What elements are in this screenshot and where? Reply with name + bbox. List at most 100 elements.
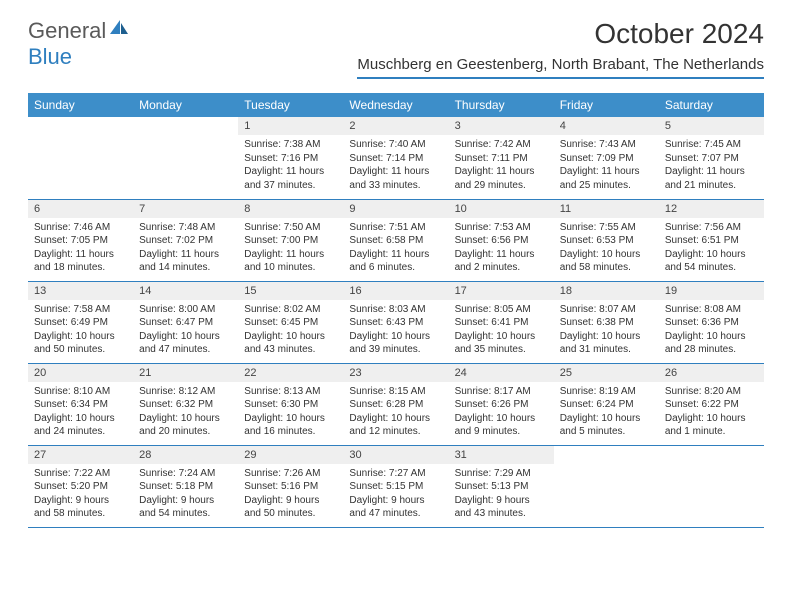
calendar-day-cell: .. [554,445,659,527]
day-info: Sunrise: 7:45 AMSunset: 7:07 PMDaylight:… [659,135,764,196]
day-info: Sunrise: 7:43 AMSunset: 7:09 PMDaylight:… [554,135,659,196]
day-number: 27 [28,446,133,464]
day-info: Sunrise: 7:55 AMSunset: 6:53 PMDaylight:… [554,218,659,279]
sunset-text: Sunset: 6:34 PM [34,398,127,412]
sunset-text: Sunset: 5:15 PM [349,480,442,494]
daylight-text: Daylight: 11 hours and 6 minutes. [349,248,442,275]
calendar-day-cell: 13Sunrise: 7:58 AMSunset: 6:49 PMDayligh… [28,281,133,363]
day-number: 10 [449,200,554,218]
daylight-text: Daylight: 10 hours and 16 minutes. [244,412,337,439]
calendar-day-cell: 18Sunrise: 8:07 AMSunset: 6:38 PMDayligh… [554,281,659,363]
day-number: 14 [133,282,238,300]
calendar-day-cell: 22 Sunrise: 8:13 AMSunset: 6:30 PMDayligh… [238,363,343,445]
sunset-text: Sunset: 6:26 PM [455,398,548,412]
sunrise-text: Sunrise: 7:45 AM [665,138,758,152]
daylight-text: Daylight: 10 hours and 54 minutes. [665,248,758,275]
brand-logo: General [28,18,130,44]
calendar-day-cell: 1Sunrise: 7:38 AMSunset: 7:16 PMDaylight… [238,117,343,199]
day-info: Sunrise: 7:24 AMSunset: 5:18 PMDaylight:… [133,464,238,525]
day-number: 8 [238,200,343,218]
sunset-text: Sunset: 6:32 PM [139,398,232,412]
sunrise-text: Sunrise: 7:56 AM [665,221,758,235]
sunset-text: Sunset: 6:47 PM [139,316,232,330]
day-number: 6 [28,200,133,218]
day-number: 7 [133,200,238,218]
daylight-text: Daylight: 11 hours and 21 minutes. [665,165,758,192]
day-info: Sunrise: 8:19 AMSunset: 6:24 PMDaylight:… [554,382,659,443]
brand-sail-icon [110,20,128,34]
daylight-text: Daylight: 11 hours and 14 minutes. [139,248,232,275]
day-number: 11 [554,200,659,218]
daylight-text: Daylight: 10 hours and 43 minutes. [244,330,337,357]
calendar-day-cell: .. [133,117,238,199]
daylight-text: Daylight: 9 hours and 54 minutes. [139,494,232,521]
daylight-text: Daylight: 9 hours and 47 minutes. [349,494,442,521]
sunset-text: Sunset: 5:16 PM [244,480,337,494]
calendar-day-cell: 20Sunrise: 8:10 AMSunset: 6:34 PMDayligh… [28,363,133,445]
day-info: Sunrise: 7:29 AMSunset: 5:13 PMDaylight:… [449,464,554,525]
sunset-text: Sunset: 6:53 PM [560,234,653,248]
day-info: Sunrise: 7:46 AMSunset: 7:05 PMDaylight:… [28,218,133,279]
calendar-day-cell: 6Sunrise: 7:46 AMSunset: 7:05 PMDaylight… [28,199,133,281]
sunrise-text: Sunrise: 8:20 AM [665,385,758,399]
day-number: 15 [238,282,343,300]
day-info: Sunrise: 8:05 AMSunset: 6:41 PMDaylight:… [449,300,554,361]
day-info: Sunrise: 7:22 AMSunset: 5:20 PMDaylight:… [28,464,133,525]
day-number: 25 [554,364,659,382]
day-info: Sunrise: 7:40 AMSunset: 7:14 PMDaylight:… [343,135,448,196]
weekday-header: Tuesday [238,93,343,117]
sunrise-text: Sunrise: 7:53 AM [455,221,548,235]
calendar-day-cell: 16Sunrise: 8:03 AMSunset: 6:43 PMDayligh… [343,281,448,363]
calendar-day-cell: 7Sunrise: 7:48 AMSunset: 7:02 PMDaylight… [133,199,238,281]
calendar-day-cell: 5Sunrise: 7:45 AMSunset: 7:07 PMDaylight… [659,117,764,199]
calendar-week-row: ....1Sunrise: 7:38 AMSunset: 7:16 PMDayl… [28,117,764,199]
day-info: Sunrise: 8:03 AMSunset: 6:43 PMDaylight:… [343,300,448,361]
title-block: October 2024 Muschberg en Geestenberg, N… [357,18,764,79]
daylight-text: Daylight: 10 hours and 12 minutes. [349,412,442,439]
weekday-header: Saturday [659,93,764,117]
sunset-text: Sunset: 7:14 PM [349,152,442,166]
sunrise-text: Sunrise: 8:13 AM [244,385,337,399]
sunrise-text: Sunrise: 7:46 AM [34,221,127,235]
sunrise-text: Sunrise: 8:02 AM [244,303,337,317]
calendar-day-cell: .. [28,117,133,199]
sunrise-text: Sunrise: 7:51 AM [349,221,442,235]
sunrise-text: Sunrise: 8:07 AM [560,303,653,317]
sunset-text: Sunset: 7:02 PM [139,234,232,248]
sunrise-text: Sunrise: 8:03 AM [349,303,442,317]
sunset-text: Sunset: 6:45 PM [244,316,337,330]
sunset-text: Sunset: 7:05 PM [34,234,127,248]
day-info: Sunrise: 7:27 AMSunset: 5:15 PMDaylight:… [343,464,448,525]
calendar-day-cell: 11Sunrise: 7:55 AMSunset: 6:53 PMDayligh… [554,199,659,281]
brand-part2: Blue [28,44,72,70]
sunset-text: Sunset: 5:18 PM [139,480,232,494]
day-number: 1 [238,117,343,135]
calendar-day-cell: 30Sunrise: 7:27 AMSunset: 5:15 PMDayligh… [343,445,448,527]
daylight-text: Daylight: 9 hours and 58 minutes. [34,494,127,521]
day-number: 13 [28,282,133,300]
daylight-text: Daylight: 9 hours and 43 minutes. [455,494,548,521]
sunset-text: Sunset: 6:56 PM [455,234,548,248]
day-info: Sunrise: 7:42 AMSunset: 7:11 PMDaylight:… [449,135,554,196]
daylight-text: Daylight: 10 hours and 39 minutes. [349,330,442,357]
weekday-header: Thursday [449,93,554,117]
sunset-text: Sunset: 5:13 PM [455,480,548,494]
calendar-day-cell: 3Sunrise: 7:42 AMSunset: 7:11 PMDaylight… [449,117,554,199]
sunset-text: Sunset: 6:24 PM [560,398,653,412]
sunrise-text: Sunrise: 7:58 AM [34,303,127,317]
day-number: 21 [133,364,238,382]
calendar-day-cell: 24Sunrise: 8:17 AMSunset: 6:26 PMDayligh… [449,363,554,445]
daylight-text: Daylight: 11 hours and 37 minutes. [244,165,337,192]
day-info: Sunrise: 7:56 AMSunset: 6:51 PMDaylight:… [659,218,764,279]
sunset-text: Sunset: 7:11 PM [455,152,548,166]
sunrise-text: Sunrise: 7:27 AM [349,467,442,481]
sunset-text: Sunset: 6:30 PM [244,398,337,412]
calendar-day-cell: 12Sunrise: 7:56 AMSunset: 6:51 PMDayligh… [659,199,764,281]
calendar-day-cell: 2Sunrise: 7:40 AMSunset: 7:14 PMDaylight… [343,117,448,199]
day-number: 24 [449,364,554,382]
sunrise-text: Sunrise: 7:38 AM [244,138,337,152]
weekday-header: Monday [133,93,238,117]
weekday-header: Wednesday [343,93,448,117]
calendar-day-cell: .. [659,445,764,527]
day-number: 22 [238,364,343,382]
